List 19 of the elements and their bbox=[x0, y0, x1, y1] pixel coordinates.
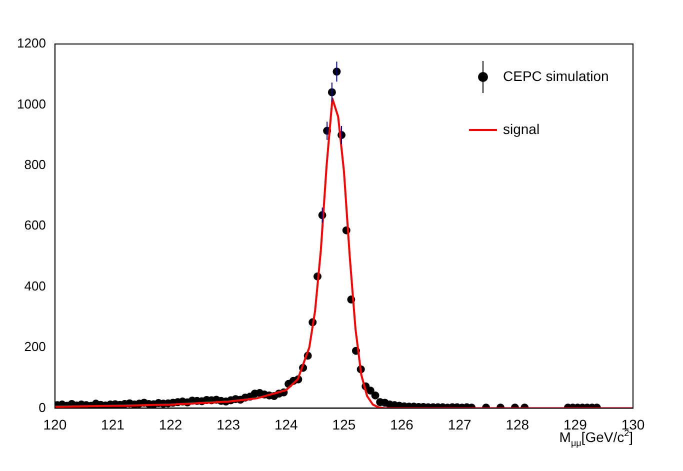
x-tick-label: 127 bbox=[448, 416, 472, 432]
x-tick-label: 122 bbox=[158, 416, 182, 432]
x-tick-label: 123 bbox=[216, 416, 240, 432]
legend-label: CEPC simulation bbox=[503, 68, 609, 84]
x-tick-label: 125 bbox=[332, 416, 356, 432]
y-tick-label: 600 bbox=[24, 218, 46, 233]
legend-label: signal bbox=[503, 120, 540, 137]
y-tick-label: 400 bbox=[24, 278, 46, 294]
x-tick-label: 120 bbox=[43, 416, 67, 432]
y-tick-label: 0 bbox=[38, 400, 46, 415]
x-tick-label: 126 bbox=[390, 416, 414, 432]
y-tick-label: 1200 bbox=[17, 36, 46, 51]
y-tick-label: 1000 bbox=[17, 96, 46, 112]
x-tick-label: 129 bbox=[564, 416, 588, 432]
y-tick-label: 800 bbox=[24, 156, 46, 172]
x-tick-label: 128 bbox=[506, 416, 530, 432]
x-tick-label: 121 bbox=[101, 416, 125, 432]
y-tick-label: 200 bbox=[24, 339, 46, 354]
x-tick-label: 124 bbox=[274, 416, 298, 432]
